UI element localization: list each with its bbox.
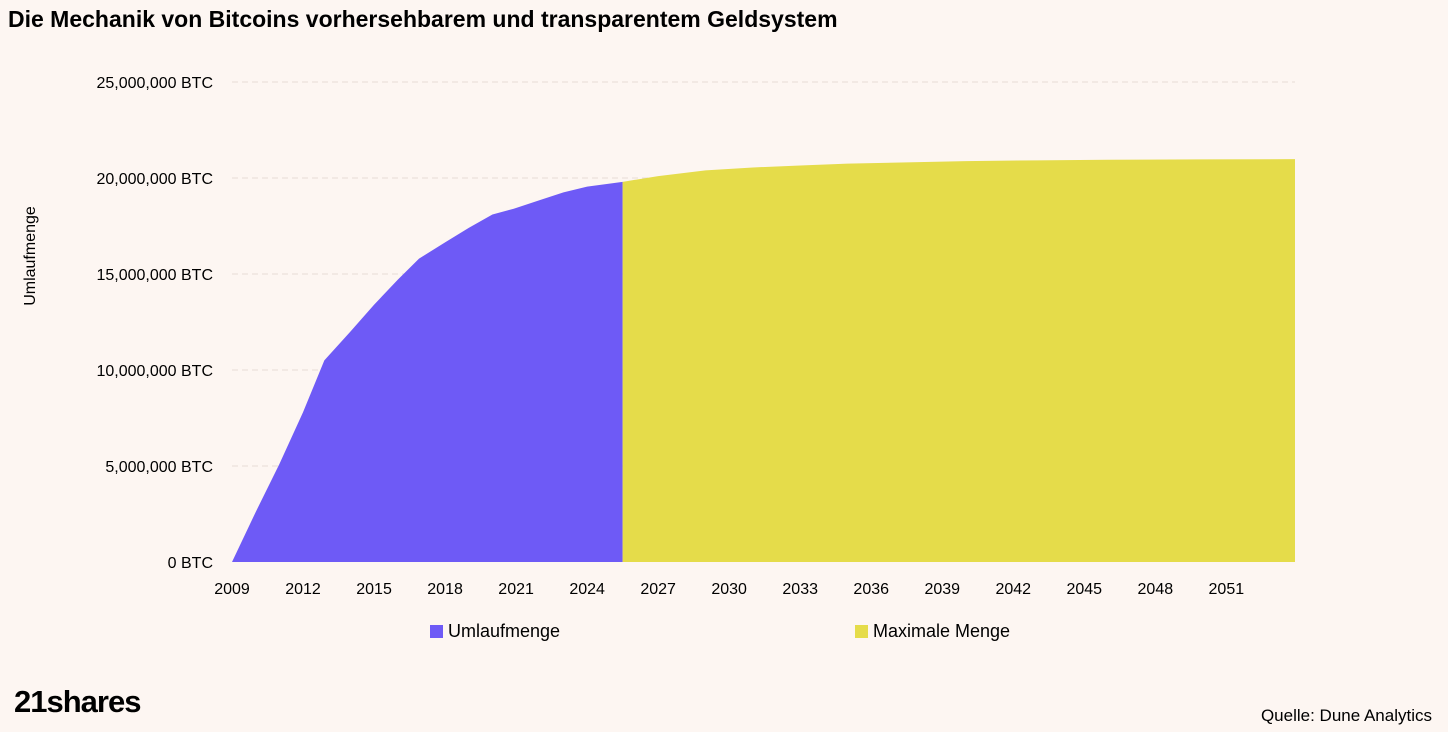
x-tick-label: 2045	[1066, 581, 1102, 598]
legend-swatch-umlaufmenge	[430, 625, 443, 638]
y-tick-label: 10,000,000 BTC	[96, 363, 213, 380]
x-tick-label: 2009	[214, 581, 250, 598]
y-tick-label: 20,000,000 BTC	[96, 171, 213, 188]
x-tick-label: 2015	[356, 581, 392, 598]
area-series-umlaufmenge	[232, 181, 623, 562]
x-tick-label: 2027	[640, 581, 676, 598]
x-tick-label: 2030	[711, 581, 747, 598]
x-tick-label: 2051	[1209, 581, 1245, 598]
x-tick-label: 2039	[924, 581, 960, 598]
x-tick-label: 2042	[995, 581, 1031, 598]
legend-item-umlaufmenge: Umlaufmenge	[430, 621, 560, 642]
y-axis-label: Umlaufmenge	[22, 206, 39, 306]
legend-label-maximale-menge: Maximale Menge	[873, 621, 1011, 641]
y-tick-label: 25,000,000 BTC	[96, 75, 213, 92]
source-note: Quelle: Dune Analytics	[1260, 706, 1432, 725]
x-tick-label: 2036	[853, 581, 889, 598]
y-tick-label: 5,000,000 BTC	[105, 459, 213, 476]
y-tick-label: 15,000,000 BTC	[96, 267, 213, 284]
x-tick-label: 2033	[782, 581, 818, 598]
y-tick-label: 0 BTC	[168, 555, 213, 572]
area-series-maximale-menge	[622, 159, 1295, 562]
x-tick-label: 2024	[569, 581, 605, 598]
x-tick-label: 2018	[427, 581, 463, 598]
x-tick-label: 2012	[285, 581, 321, 598]
legend-item-maximale-menge: Maximale Menge	[855, 621, 1010, 642]
x-tick-label: 2048	[1138, 581, 1174, 598]
brand-logo: 21shares	[14, 684, 141, 719]
legend-label-umlaufmenge: Umlaufmenge	[448, 621, 561, 641]
legend-swatch-maximale-menge	[855, 625, 868, 638]
chart-title: Die Mechanik von Bitcoins vorhersehbarem…	[8, 6, 838, 32]
x-tick-label: 2021	[498, 581, 534, 598]
